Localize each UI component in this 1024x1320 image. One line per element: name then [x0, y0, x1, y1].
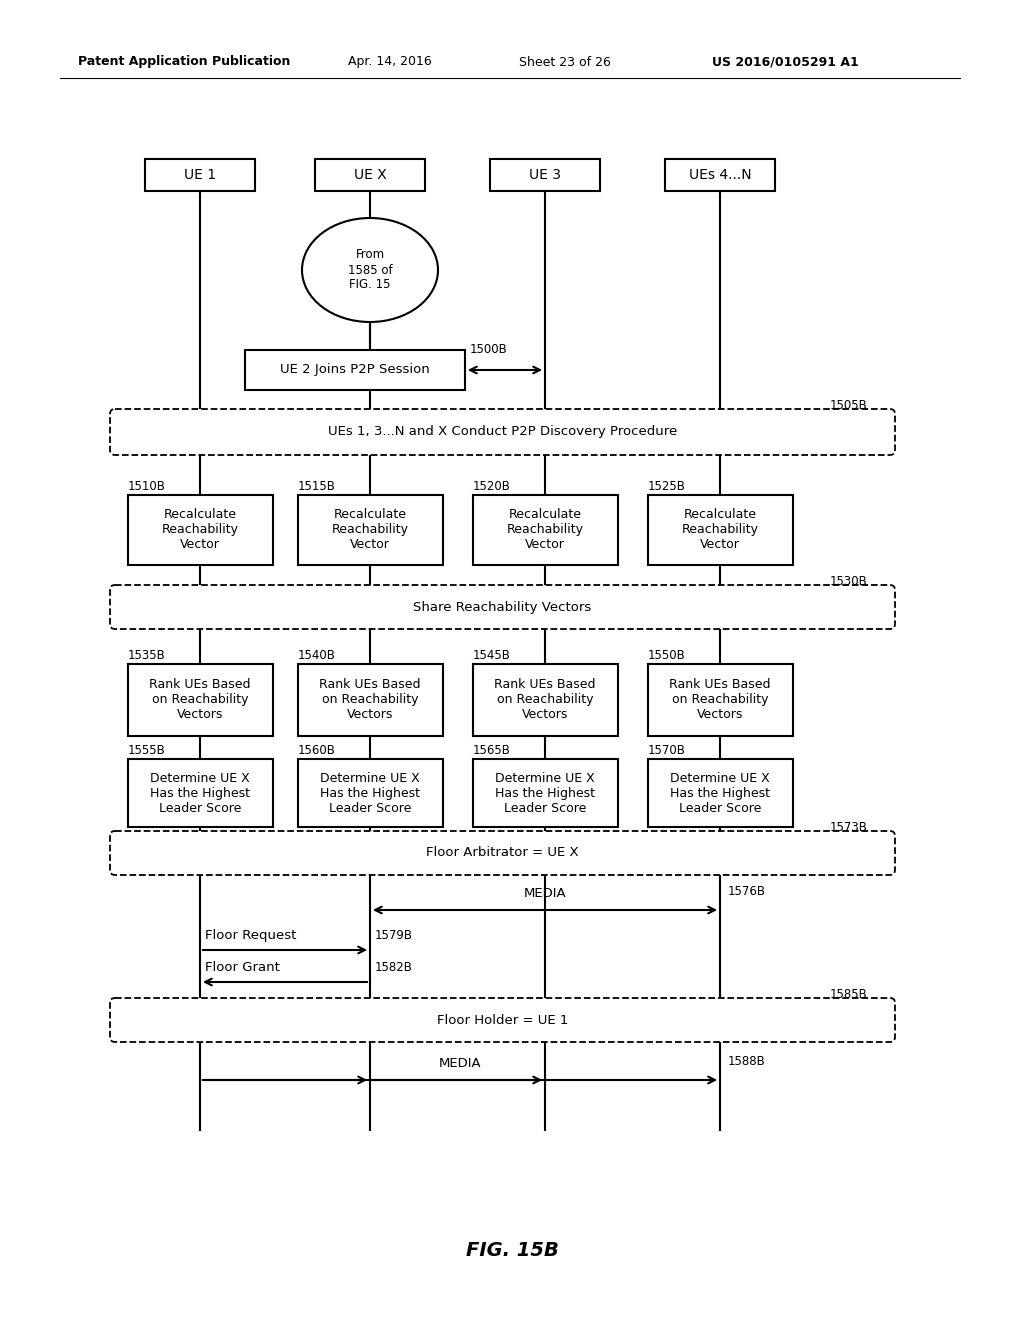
Bar — [298, 664, 442, 737]
Text: UE X: UE X — [353, 168, 386, 182]
Text: From
1585 of
FIG. 15: From 1585 of FIG. 15 — [348, 248, 392, 292]
Text: 1540B: 1540B — [298, 649, 336, 663]
Text: Patent Application Publication: Patent Application Publication — [78, 55, 291, 69]
Bar — [145, 158, 255, 191]
Text: 1500B: 1500B — [470, 343, 508, 356]
Text: Determine UE X
Has the Highest
Leader Score: Determine UE X Has the Highest Leader Sc… — [495, 771, 595, 814]
Bar — [128, 495, 272, 565]
Text: 1570B: 1570B — [647, 744, 685, 756]
Bar — [472, 495, 617, 565]
Text: 1585B: 1585B — [830, 987, 867, 1001]
Text: 1582B: 1582B — [375, 961, 413, 974]
Text: 1576B: 1576B — [728, 884, 766, 898]
Text: FIG. 15B: FIG. 15B — [466, 1241, 558, 1259]
Text: Recalculate
Reachability
Vector: Recalculate Reachability Vector — [332, 508, 409, 552]
Text: Floor Grant: Floor Grant — [205, 961, 280, 974]
Text: Determine UE X
Has the Highest
Leader Score: Determine UE X Has the Highest Leader Sc… — [150, 771, 250, 814]
Text: Share Reachability Vectors: Share Reachability Vectors — [414, 601, 592, 614]
Bar — [647, 664, 793, 737]
Text: Rank UEs Based
on Reachability
Vectors: Rank UEs Based on Reachability Vectors — [150, 678, 251, 722]
Text: 1510B: 1510B — [128, 480, 165, 492]
Bar — [472, 759, 617, 828]
Text: Floor Request: Floor Request — [205, 929, 296, 942]
Text: Determine UE X
Has the Highest
Leader Score: Determine UE X Has the Highest Leader Sc… — [319, 771, 420, 814]
Bar — [298, 495, 442, 565]
Text: 1550B: 1550B — [647, 649, 685, 663]
Text: 1530B: 1530B — [830, 576, 867, 587]
Text: 1515B: 1515B — [298, 480, 336, 492]
Bar — [128, 664, 272, 737]
Text: Floor Holder = UE 1: Floor Holder = UE 1 — [437, 1014, 568, 1027]
Bar — [472, 664, 617, 737]
Text: 1579B: 1579B — [375, 929, 413, 942]
Text: MEDIA: MEDIA — [438, 1057, 481, 1071]
Text: UE 2 Joins P2P Session: UE 2 Joins P2P Session — [281, 363, 430, 376]
Bar — [315, 158, 425, 191]
Text: 1535B: 1535B — [128, 649, 165, 663]
Text: Recalculate
Reachability
Vector: Recalculate Reachability Vector — [162, 508, 239, 552]
Text: 1520B: 1520B — [472, 480, 510, 492]
Text: UE 3: UE 3 — [529, 168, 561, 182]
Bar — [128, 759, 272, 828]
Text: 1560B: 1560B — [298, 744, 336, 756]
Text: 1525B: 1525B — [647, 480, 685, 492]
Bar — [647, 759, 793, 828]
Text: MEDIA: MEDIA — [523, 887, 566, 900]
FancyBboxPatch shape — [110, 998, 895, 1041]
Bar — [665, 158, 775, 191]
Text: Recalculate
Reachability
Vector: Recalculate Reachability Vector — [507, 508, 584, 552]
FancyBboxPatch shape — [110, 409, 895, 455]
Text: 1545B: 1545B — [472, 649, 510, 663]
Text: Rank UEs Based
on Reachability
Vectors: Rank UEs Based on Reachability Vectors — [670, 678, 771, 722]
FancyBboxPatch shape — [110, 585, 895, 630]
Bar — [490, 158, 600, 191]
Bar — [245, 350, 465, 389]
Text: Sheet 23 of 26: Sheet 23 of 26 — [519, 55, 611, 69]
Text: Rank UEs Based
on Reachability
Vectors: Rank UEs Based on Reachability Vectors — [495, 678, 596, 722]
Text: Apr. 14, 2016: Apr. 14, 2016 — [348, 55, 432, 69]
Bar — [647, 495, 793, 565]
Text: UEs 4...N: UEs 4...N — [689, 168, 752, 182]
Text: US 2016/0105291 A1: US 2016/0105291 A1 — [712, 55, 858, 69]
Text: Rank UEs Based
on Reachability
Vectors: Rank UEs Based on Reachability Vectors — [319, 678, 421, 722]
Text: UE 1: UE 1 — [184, 168, 216, 182]
Text: 1505B: 1505B — [830, 399, 867, 412]
Text: UEs 1, 3...N and X Conduct P2P Discovery Procedure: UEs 1, 3...N and X Conduct P2P Discovery… — [328, 425, 677, 438]
Text: 1588B: 1588B — [728, 1055, 766, 1068]
Text: Recalculate
Reachability
Vector: Recalculate Reachability Vector — [682, 508, 759, 552]
Text: 1573B: 1573B — [830, 821, 868, 834]
Bar — [298, 759, 442, 828]
FancyBboxPatch shape — [110, 832, 895, 875]
Text: Floor Arbitrator = UE X: Floor Arbitrator = UE X — [426, 846, 579, 859]
Text: Determine UE X
Has the Highest
Leader Score: Determine UE X Has the Highest Leader Sc… — [670, 771, 770, 814]
Text: 1565B: 1565B — [472, 744, 510, 756]
Text: 1555B: 1555B — [128, 744, 165, 756]
Ellipse shape — [302, 218, 438, 322]
